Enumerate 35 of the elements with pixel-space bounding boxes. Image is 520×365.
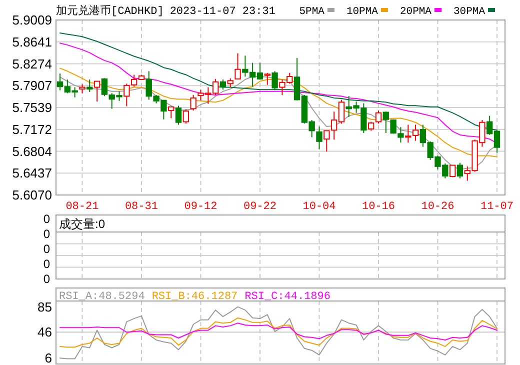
legend-label: 10PMA [346,6,379,18]
x-tick-label: 09-12 [184,201,218,213]
y-tick-label: 85 [38,299,52,314]
y-tick-label: 5.6437 [12,166,52,181]
chart-title: 加元兑港币[CADHKD] [56,4,164,18]
y-tick-label: 5.7539 [12,100,52,116]
series-label: RSI_A:48.5294 [59,291,146,303]
y-tick-label: 5.6804 [12,144,52,159]
x-tick-label: 10-26 [421,201,454,213]
y-tick-label: 5.6070 [12,188,52,202]
y-tick-label: 5.8641 [12,34,52,50]
text: 0 [43,257,50,271]
text: 0 [43,272,50,286]
y-tick-label: 5.7172 [12,122,52,137]
x-tick-label: 09-22 [243,201,276,213]
text: 0 [43,227,50,241]
x-tick-label: 10-16 [362,201,395,213]
chart-subtitle: 2023-11-07 23:31 [170,6,276,18]
y-tick-label: 5.7907 [12,78,52,94]
text: 成交量:0 [59,217,106,231]
x-tick-label: 08-31 [124,201,158,213]
y-tick-label: 46 [38,324,52,340]
x-tick-label: 08-21 [66,201,100,213]
y-tick-label: 5.8274 [12,56,52,72]
legend-label: 20PMA [400,6,432,18]
series-label: RSI_C:44.1896 [244,291,330,303]
legend-label: 30PMA [453,6,486,18]
y-tick-label: 6 [44,350,52,365]
text: 0 [43,212,50,226]
x-tick-label: 11-07 [480,201,514,213]
legend-label: 5PMA [299,6,326,18]
x-tick-label: 10-04 [302,201,336,213]
series-label: RSI_B:46.1287 [152,291,238,303]
text: 0 [43,242,50,256]
y-tick-label: 5.9009 [12,12,52,28]
